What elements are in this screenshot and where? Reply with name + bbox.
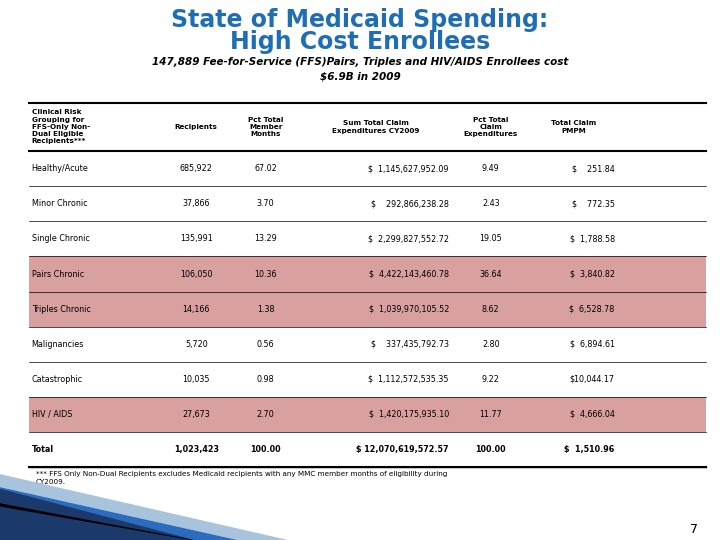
Text: $  1,788.58: $ 1,788.58 — [570, 234, 615, 244]
Text: 685,922: 685,922 — [180, 164, 212, 173]
Text: 2.70: 2.70 — [257, 410, 274, 419]
Text: 9.22: 9.22 — [482, 375, 500, 384]
Text: State of Medicaid Spending:: State of Medicaid Spending: — [171, 8, 549, 32]
Text: 1.38: 1.38 — [257, 305, 274, 314]
Text: 9.49: 9.49 — [482, 164, 500, 173]
Bar — [29, 256, 706, 292]
Text: Malignancies: Malignancies — [32, 340, 84, 349]
Polygon shape — [0, 503, 194, 540]
Bar — [29, 327, 706, 362]
Text: 2.43: 2.43 — [482, 199, 500, 208]
Text: 10.36: 10.36 — [254, 269, 277, 279]
Text: $    337,435,792.73: $ 337,435,792.73 — [371, 340, 449, 349]
Bar — [29, 292, 706, 327]
Text: $    772.35: $ 772.35 — [572, 199, 615, 208]
Text: Triples Chronic: Triples Chronic — [32, 305, 91, 314]
Text: Pct Total
Member
Months: Pct Total Member Months — [248, 117, 284, 137]
Text: 14,166: 14,166 — [183, 305, 210, 314]
Text: 37,866: 37,866 — [183, 199, 210, 208]
Text: $  4,666.04: $ 4,666.04 — [570, 410, 615, 419]
Text: 67.02: 67.02 — [254, 164, 277, 173]
Text: 13.29: 13.29 — [254, 234, 277, 244]
Text: 27,673: 27,673 — [182, 410, 210, 419]
Polygon shape — [0, 489, 194, 540]
Text: 0.56: 0.56 — [257, 340, 274, 349]
Text: $  2,299,827,552.72: $ 2,299,827,552.72 — [368, 234, 449, 244]
Text: Total: Total — [32, 445, 54, 454]
Text: Clinical Risk
Grouping for
FFS-Only Non-
Dual Eligible
Recipients***: Clinical Risk Grouping for FFS-Only Non-… — [32, 110, 90, 144]
Text: Sum Total Claim
Expenditures CY2009: Sum Total Claim Expenditures CY2009 — [332, 120, 420, 133]
Text: 36.64: 36.64 — [480, 269, 502, 279]
Text: $  1,112,572,535.35: $ 1,112,572,535.35 — [369, 375, 449, 384]
Text: 0.98: 0.98 — [257, 375, 274, 384]
Text: Recipients: Recipients — [175, 124, 217, 130]
Bar — [29, 221, 706, 256]
Text: Total Claim
PMPM: Total Claim PMPM — [551, 120, 596, 133]
Text: $10,044.17: $10,044.17 — [570, 375, 615, 384]
Text: 100.00: 100.00 — [251, 445, 281, 454]
Text: 10,035: 10,035 — [183, 375, 210, 384]
Bar — [29, 432, 706, 467]
Text: 147,889 Fee-for-Service (FFS)Pairs, Triples and HIV/AIDS Enrollees cost
$6.9B in: 147,889 Fee-for-Service (FFS)Pairs, Trip… — [152, 57, 568, 82]
Text: *** FFS Only Non-Dual Recipients excludes Medicaid recipients with any MMC membe: *** FFS Only Non-Dual Recipients exclude… — [36, 471, 447, 485]
Text: Healthy/Acute: Healthy/Acute — [32, 164, 89, 173]
Text: $    251.84: $ 251.84 — [572, 164, 615, 173]
Text: 2.80: 2.80 — [482, 340, 500, 349]
Text: 1,023,423: 1,023,423 — [174, 445, 219, 454]
Text: 7: 7 — [690, 523, 698, 536]
Text: Single Chronic: Single Chronic — [32, 234, 89, 244]
Text: $  1,510.96: $ 1,510.96 — [564, 445, 615, 454]
Text: $  1,420,175,935.10: $ 1,420,175,935.10 — [369, 410, 449, 419]
Text: Pct Total
Claim
Expenditures: Pct Total Claim Expenditures — [464, 117, 518, 137]
Text: Catastrophic: Catastrophic — [32, 375, 83, 384]
Bar — [29, 186, 706, 221]
Bar — [29, 362, 706, 397]
Text: 8.62: 8.62 — [482, 305, 500, 314]
Text: 5,720: 5,720 — [185, 340, 207, 349]
Text: $  1,039,970,105.52: $ 1,039,970,105.52 — [369, 305, 449, 314]
Text: $  1,145,627,952.09: $ 1,145,627,952.09 — [369, 164, 449, 173]
Text: HIV / AIDS: HIV / AIDS — [32, 410, 72, 419]
Bar — [29, 397, 706, 432]
Text: Pairs Chronic: Pairs Chronic — [32, 269, 84, 279]
Text: $  6,894.61: $ 6,894.61 — [570, 340, 615, 349]
Text: 100.00: 100.00 — [475, 445, 506, 454]
Polygon shape — [0, 487, 238, 540]
Text: 3.70: 3.70 — [257, 199, 274, 208]
Text: 106,050: 106,050 — [180, 269, 212, 279]
Text: $  3,840.82: $ 3,840.82 — [570, 269, 615, 279]
Text: $  4,422,143,460.78: $ 4,422,143,460.78 — [369, 269, 449, 279]
Text: $ 12,070,619,572.57: $ 12,070,619,572.57 — [356, 445, 449, 454]
Text: $  6,528.78: $ 6,528.78 — [570, 305, 615, 314]
Text: Minor Chronic: Minor Chronic — [32, 199, 87, 208]
Text: 19.05: 19.05 — [480, 234, 502, 244]
Text: 135,991: 135,991 — [180, 234, 212, 244]
Text: 11.77: 11.77 — [480, 410, 502, 419]
Bar — [29, 151, 706, 186]
Text: $    292,866,238.28: $ 292,866,238.28 — [371, 199, 449, 208]
Text: High Cost Enrollees: High Cost Enrollees — [230, 30, 490, 53]
Polygon shape — [0, 474, 288, 540]
